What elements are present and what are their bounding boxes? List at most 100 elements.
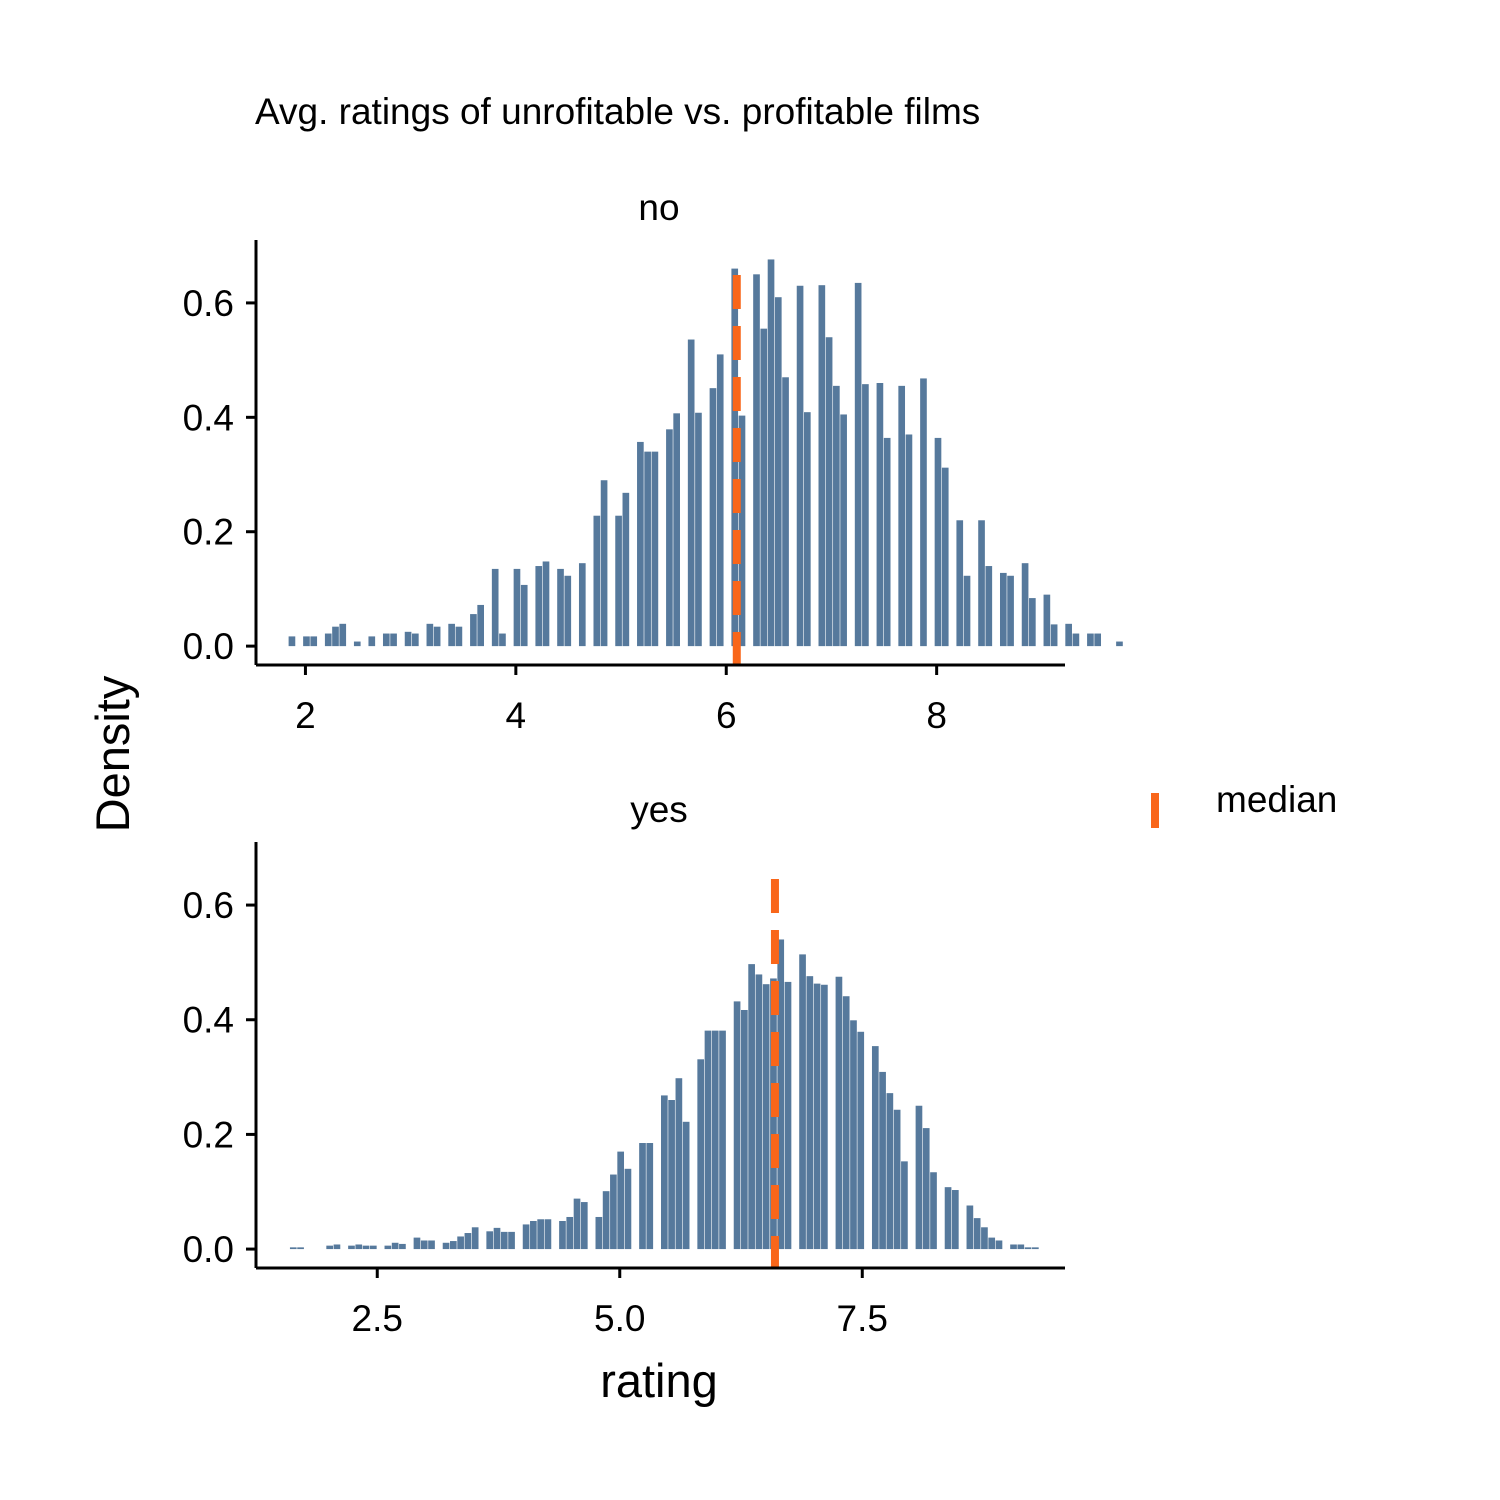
histogram-bar: [709, 388, 717, 647]
histogram-bar: [412, 633, 419, 647]
histogram-bar: [617, 1151, 625, 1250]
histogram-bar: [806, 976, 814, 1250]
histogram-bar: [1029, 598, 1036, 647]
histogram-bar: [760, 328, 768, 647]
histogram-bar: [339, 623, 347, 647]
x-tick-label: 5.0: [594, 1298, 645, 1339]
histogram-bar: [668, 1100, 675, 1250]
histogram-bar: [508, 1231, 515, 1250]
x-ticks-no: 2 4 6 8: [295, 665, 947, 736]
histogram-bar: [310, 636, 318, 647]
histogram-bar: [602, 1191, 610, 1250]
histogram-bar: [1050, 624, 1058, 647]
y-ticks-no: 0.0 0.2 0.4 0.6: [183, 283, 256, 667]
histogram-bar: [324, 633, 332, 647]
histogram-bar: [486, 1231, 494, 1250]
histogram-bar: [934, 437, 942, 647]
histogram-bar: [433, 626, 441, 647]
histogram-bar: [362, 1245, 370, 1250]
histogram-bar: [426, 623, 434, 647]
histogram-bar: [879, 1071, 886, 1250]
y-tick-label: 0.0: [183, 626, 234, 667]
histogram-bar: [1065, 623, 1072, 647]
x-tick-label: 4: [506, 695, 527, 736]
histogram-bar: [448, 623, 455, 647]
y-tick-label: 0.2: [183, 1114, 234, 1155]
histogram-bar: [755, 974, 763, 1250]
histogram-bar: [941, 467, 949, 647]
histogram-bar: [651, 451, 659, 647]
histogram-bar: [1087, 633, 1094, 647]
y-tick-label: 0.2: [183, 512, 234, 553]
histogram-bar: [704, 1030, 712, 1250]
histogram-bar: [457, 1236, 464, 1250]
histogram-bar: [944, 1187, 952, 1250]
legend-label-median: median: [1216, 779, 1337, 820]
histogram-bar: [835, 976, 843, 1250]
histogram-bar: [646, 1143, 654, 1250]
histogram-bar: [593, 515, 601, 647]
histogram-bar: [637, 441, 644, 647]
histogram-bar: [813, 983, 821, 1250]
histogram-bar: [382, 633, 390, 647]
histogram-bar: [893, 1109, 901, 1250]
histogram-bar: [774, 297, 782, 647]
histogram-bar: [369, 1245, 377, 1250]
y-tick-label: 0.6: [183, 885, 234, 926]
histogram-bar: [821, 984, 828, 1250]
histogram-bar: [348, 1245, 355, 1250]
histogram-bar: [413, 1237, 421, 1250]
histogram-bar: [988, 1237, 996, 1250]
x-axis-title: rating: [600, 1354, 718, 1407]
histogram-bar: [368, 636, 376, 647]
histogram-bar: [537, 1219, 544, 1250]
histogram-bar: [1116, 641, 1123, 647]
histogram-bar: [399, 1243, 406, 1250]
histogram-bar: [384, 1245, 392, 1250]
histogram-bar: [1094, 633, 1102, 647]
y-tick-label: 0.6: [183, 283, 234, 324]
histogram-bar: [784, 981, 792, 1250]
histogram-bar: [522, 1224, 530, 1250]
histogram-bar: [578, 563, 586, 647]
histogram-bar: [332, 626, 339, 647]
histogram-bar: [428, 1240, 435, 1250]
x-ticks-yes: 2.5 5.0 7.5: [352, 1268, 888, 1339]
histogram-bar: [716, 354, 724, 647]
histogram-bar: [782, 377, 789, 647]
histogram-bar: [995, 1240, 1003, 1250]
histogram-bar: [500, 1231, 508, 1250]
histogram-bar: [1072, 633, 1080, 647]
histogram-bar: [753, 274, 760, 647]
histogram-bar: [471, 1227, 479, 1250]
histogram-bar: [559, 1220, 566, 1250]
histogram-bar: [513, 568, 521, 647]
histogram-bar: [1007, 575, 1014, 647]
histogram-bar: [883, 437, 891, 647]
histogram-bar: [303, 636, 310, 647]
histogram-bar: [818, 285, 826, 647]
histogram-bar: [733, 1001, 741, 1250]
histogram-bar: [1021, 563, 1029, 647]
histogram-bar: [666, 429, 673, 647]
histogram-bar: [491, 568, 499, 647]
histogram-bar: [580, 1202, 588, 1250]
histogram-bar: [920, 378, 927, 647]
legend: median: [1151, 779, 1337, 828]
histogram-bar: [644, 451, 651, 647]
histogram-bar: [288, 636, 296, 647]
histogram-bar: [1032, 1247, 1039, 1250]
histogram-bar: [600, 480, 608, 647]
histogram-bar: [1017, 1244, 1025, 1250]
histogram-bar: [573, 1198, 581, 1250]
x-tick-label: 2: [295, 695, 316, 736]
y-tick-label: 0.0: [183, 1229, 234, 1270]
histogram-bar: [326, 1245, 334, 1250]
histogram-bar: [898, 385, 906, 647]
histogram-bar: [639, 1143, 646, 1250]
histogram-bar: [905, 434, 913, 647]
histogram-bar: [973, 1218, 981, 1250]
histogram-bar: [777, 939, 785, 1250]
histogram-bar: [622, 492, 630, 647]
